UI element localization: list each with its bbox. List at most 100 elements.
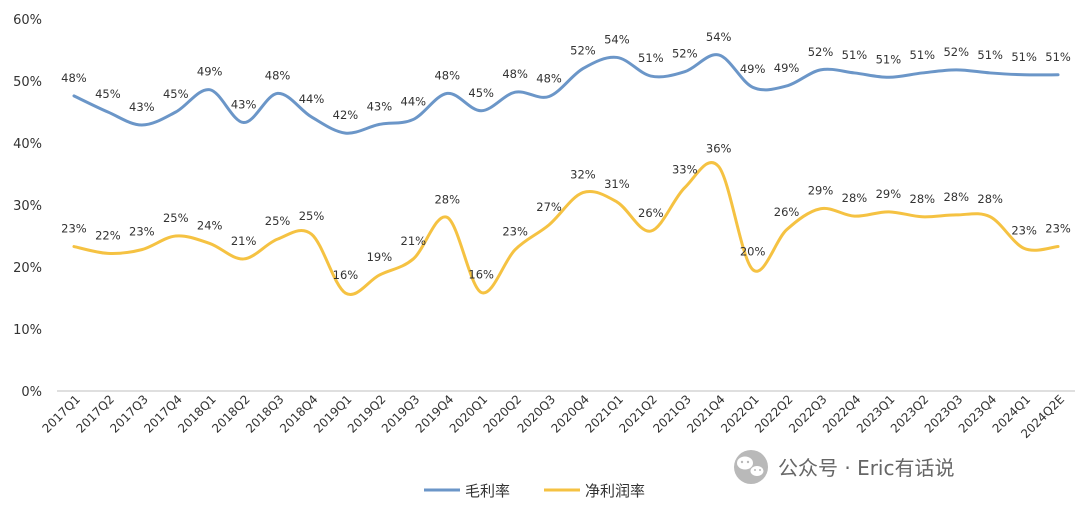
- data-label: 29%: [876, 187, 902, 201]
- data-label: 21%: [231, 234, 257, 248]
- data-label: 16%: [468, 267, 494, 281]
- data-label: 25%: [265, 214, 291, 228]
- data-label: 28%: [842, 191, 868, 205]
- data-point: [751, 267, 755, 271]
- y-tick-label: 30%: [13, 199, 42, 214]
- data-label: 52%: [570, 44, 596, 58]
- data-point: [343, 291, 347, 295]
- data-label: 48%: [265, 68, 291, 82]
- data-label: 43%: [129, 100, 155, 114]
- data-point: [513, 248, 517, 252]
- data-label: 48%: [434, 68, 460, 82]
- data-point: [1022, 246, 1026, 250]
- x-axis: 2017Q12017Q22017Q32017Q42018Q12018Q22018…: [40, 390, 1075, 441]
- data-label: 45%: [468, 86, 494, 100]
- data-point: [208, 88, 212, 92]
- series-layer: 48% 45% 43% 45% 49% 43% 48% 44% 42% 43% 44% 48% 45% 4…: [61, 30, 1071, 296]
- data-label: 44%: [299, 92, 325, 106]
- watermark: 公众号 · Eric有话说: [734, 450, 954, 484]
- y-tick-label: 20%: [13, 261, 42, 276]
- data-point: [920, 71, 924, 75]
- data-label: 20%: [740, 244, 766, 258]
- data-point: [615, 200, 619, 204]
- data-label: 19%: [367, 250, 393, 264]
- data-point: [310, 115, 314, 119]
- data-point: [581, 191, 585, 195]
- data-label: 49%: [774, 61, 800, 75]
- data-point: [886, 75, 890, 79]
- data-label: 29%: [808, 184, 834, 198]
- data-label: 28%: [434, 192, 460, 206]
- data-label: 23%: [61, 222, 87, 236]
- data-point: [615, 55, 619, 59]
- y-tick-label: 10%: [13, 323, 42, 338]
- data-point: [954, 68, 958, 72]
- data-point: [72, 94, 76, 98]
- data-point: [377, 122, 381, 126]
- data-label: 48%: [61, 71, 87, 85]
- data-point: [513, 90, 517, 94]
- legend[interactable]: 毛利率 净利润率: [424, 482, 645, 500]
- data-point: [174, 234, 178, 238]
- data-label: 23%: [129, 225, 155, 239]
- data-label: 48%: [502, 67, 528, 81]
- data-label: 51%: [1045, 50, 1071, 64]
- data-point: [276, 91, 280, 95]
- data-label: 21%: [401, 234, 427, 248]
- data-label: 43%: [231, 98, 257, 112]
- data-label: 51%: [876, 52, 902, 66]
- data-label: 33%: [672, 163, 698, 177]
- data-point: [1056, 245, 1060, 249]
- data-point: [683, 186, 687, 190]
- y-tick-label: 40%: [13, 137, 42, 152]
- y-tick-label: 50%: [13, 75, 42, 90]
- data-point: [581, 67, 585, 71]
- data-point: [1022, 73, 1026, 77]
- y-tick-label: 60%: [13, 13, 42, 28]
- data-point: [411, 257, 415, 261]
- data-point: [819, 68, 823, 72]
- legend-item-2[interactable]: 净利润率: [544, 482, 645, 500]
- data-point: [445, 215, 449, 219]
- data-point: [242, 121, 246, 125]
- data-label: 52%: [808, 45, 834, 59]
- data-point: [717, 53, 721, 57]
- data-label: 27%: [536, 200, 562, 214]
- data-point: [140, 248, 144, 252]
- series-2: 23% 22% 23% 25% 24% 21% 25% 25% 16% 19% 21% 28% 16% 2…: [61, 142, 1071, 296]
- data-label: 54%: [706, 30, 732, 44]
- series-1: 48% 45% 43% 45% 49% 43% 48% 44% 42% 43% 44% 48% 45% 4…: [61, 30, 1071, 135]
- data-point: [852, 214, 856, 218]
- data-label: 51%: [842, 48, 868, 62]
- data-label: 28%: [910, 192, 936, 206]
- data-label: 24%: [197, 218, 223, 232]
- legend-label: 毛利率: [465, 482, 510, 500]
- data-point: [954, 213, 958, 217]
- data-label: 45%: [95, 87, 121, 101]
- data-label: 52%: [672, 47, 698, 61]
- data-label: 48%: [536, 72, 562, 86]
- y-axis: 0% 10% 20% 30% 40% 50% 60%: [13, 13, 42, 400]
- data-point: [276, 237, 280, 241]
- data-point: [445, 91, 449, 95]
- data-point: [106, 110, 110, 114]
- data-point: [479, 290, 483, 294]
- data-label: 22%: [95, 228, 121, 242]
- data-label: 49%: [740, 62, 766, 76]
- data-label: 26%: [774, 205, 800, 219]
- data-label: 31%: [604, 177, 630, 191]
- data-point: [242, 257, 246, 261]
- data-label: 28%: [943, 190, 969, 204]
- data-point: [988, 215, 992, 219]
- data-label: 49%: [197, 65, 223, 79]
- data-point: [683, 70, 687, 74]
- data-point: [411, 117, 415, 121]
- legend-label: 净利润率: [585, 482, 645, 500]
- series-line: [72, 53, 1060, 135]
- data-point: [920, 215, 924, 219]
- data-point: [377, 273, 381, 277]
- data-point: [649, 74, 653, 78]
- data-label: 36%: [706, 142, 732, 156]
- legend-item-1[interactable]: 毛利率: [424, 482, 510, 500]
